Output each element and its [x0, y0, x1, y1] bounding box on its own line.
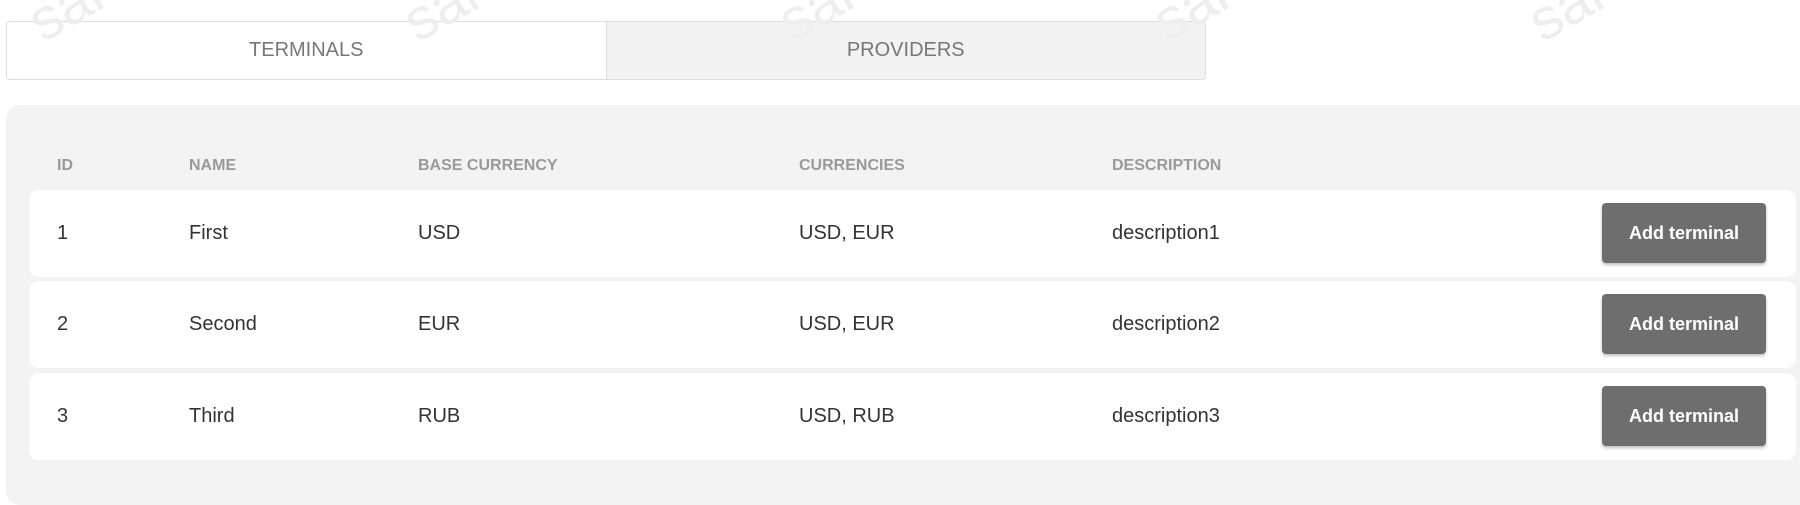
cell-base-currency: RUB	[418, 405, 461, 427]
cell-id: 3	[57, 405, 69, 427]
cell-currencies: USD, EUR	[799, 222, 895, 244]
add-terminal-button[interactable]: Add terminal	[1602, 386, 1766, 446]
add-terminal-button[interactable]: Add terminal	[1602, 203, 1766, 263]
header-description: DESCRIPTION	[1112, 157, 1222, 174]
cell-description: description2	[1112, 313, 1220, 335]
cell-name: First	[189, 222, 228, 244]
tab-bar: TERMINALS PROVIDERS	[6, 21, 1206, 80]
table-row: 2 Second EUR USD, EUR description2 Add t…	[29, 281, 1796, 368]
cell-currencies: USD, EUR	[799, 313, 895, 335]
tab-terminals[interactable]: TERMINALS	[7, 22, 606, 79]
cell-id: 1	[57, 222, 69, 244]
cell-base-currency: EUR	[418, 313, 461, 335]
cell-currencies: USD, RUB	[799, 405, 895, 427]
cell-description: description1	[1112, 222, 1220, 244]
terminals-table: ID NAME BASE CURRENCY CURRENCIES DESCRIP…	[6, 105, 1800, 505]
cell-id: 2	[57, 313, 69, 335]
cell-name: Second	[189, 313, 257, 335]
header-id: ID	[57, 157, 73, 174]
cell-base-currency: USD	[418, 222, 461, 244]
cell-name: Third	[189, 405, 235, 427]
table-row: 1 First USD USD, EUR description1 Add te…	[29, 190, 1796, 277]
table-row: 3 Third RUB USD, RUB description3 Add te…	[29, 373, 1796, 460]
watermark: sandbox	[1517, 0, 1740, 55]
header-base-currency: BASE CURRENCY	[418, 157, 558, 174]
header-name: NAME	[189, 157, 237, 174]
tab-providers[interactable]: PROVIDERS	[605, 22, 1205, 79]
add-terminal-button[interactable]: Add terminal	[1602, 294, 1766, 354]
header-currencies: CURRENCIES	[799, 157, 905, 174]
cell-description: description3	[1112, 405, 1220, 427]
